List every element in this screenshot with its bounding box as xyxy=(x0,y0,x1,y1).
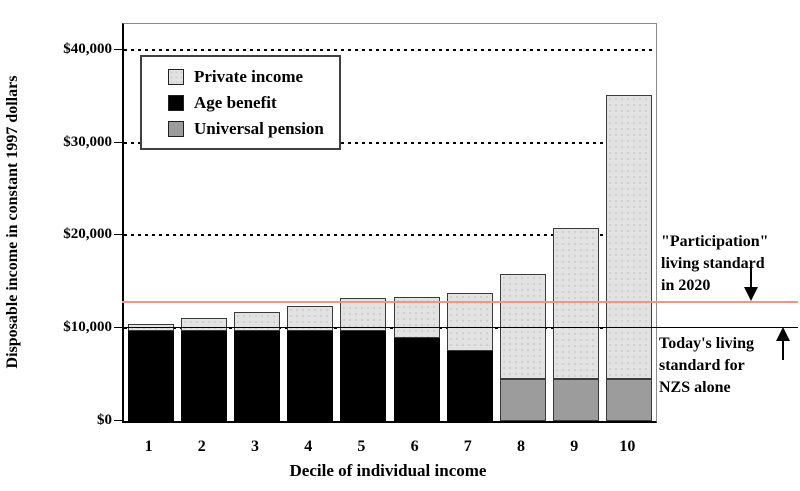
y-axis-title: Disposable income in constant 1997 dolla… xyxy=(4,75,21,369)
age-benefit-bar-segment xyxy=(287,331,334,421)
today-annotation: Today's living standard for NZS alone xyxy=(659,333,754,399)
x-axis-tick-label: 4 xyxy=(304,438,313,455)
legend-label: Age benefit xyxy=(194,93,277,112)
age-benefit-bar-segment xyxy=(180,331,227,421)
private-income-bar-segment xyxy=(500,273,546,380)
universal-pension-bar-segment xyxy=(606,379,653,421)
participation-2020-line xyxy=(122,301,798,304)
y-axis-tick-label: $30,000 xyxy=(63,133,112,150)
legend-item-private-income: Private income xyxy=(168,64,331,90)
annotation-line: "Participation" xyxy=(661,233,769,250)
annotation-line: standard for xyxy=(659,357,745,374)
legend-label: Universal pension xyxy=(194,119,324,138)
universal-pension-bar-segment xyxy=(553,379,600,421)
x-axis-tick-label: 5 xyxy=(357,438,366,455)
universal-pension-swatch-icon xyxy=(168,121,184,137)
x-axis-tick-label: 7 xyxy=(463,438,472,455)
y-axis-tick xyxy=(114,141,122,143)
universal-pension-bar-segment xyxy=(500,379,546,421)
x-axis-tick-label: 3 xyxy=(251,438,259,455)
x-axis-tick-label: 9 xyxy=(570,438,579,455)
age-benefit-swatch-icon xyxy=(168,95,184,111)
gridline xyxy=(124,234,656,237)
legend-box: Private income Age benefit Universal pen… xyxy=(140,55,341,150)
private-income-bar-segment xyxy=(340,297,387,332)
x-axis-tick-label: 2 xyxy=(197,438,206,455)
legend-label: Private income xyxy=(194,67,304,86)
private-income-bar-segment xyxy=(553,228,600,380)
gridline xyxy=(124,141,656,144)
annotation-line: in 2020 xyxy=(661,277,711,294)
x-axis-tick-label: 1 xyxy=(144,438,153,455)
age-benefit-bar-segment xyxy=(446,351,493,421)
y-axis-tick-label: $20,000 xyxy=(63,226,112,243)
age-benefit-bar-segment xyxy=(340,331,387,421)
down-arrow-icon xyxy=(744,266,758,301)
x-axis-tick-label: 10 xyxy=(619,438,636,455)
annotation-line: living standard xyxy=(661,255,765,272)
private-income-bar-segment xyxy=(180,318,227,332)
y-axis-tick xyxy=(114,48,122,50)
y-axis-tick xyxy=(114,234,122,236)
y-axis-tick-label: $40,000 xyxy=(63,40,112,57)
legend-item-age-benefit: Age benefit xyxy=(168,90,331,116)
x-axis-tick-label: 6 xyxy=(410,438,419,455)
age-benefit-bar-segment xyxy=(127,331,174,421)
annotation-line: NZS alone xyxy=(659,379,731,396)
y-axis-tick xyxy=(114,420,122,421)
private-income-bar-segment xyxy=(234,311,280,332)
up-arrow-icon xyxy=(776,327,790,360)
gridline xyxy=(124,48,656,51)
legend-item-universal-pension: Universal pension xyxy=(168,116,331,142)
private-income-swatch-icon xyxy=(168,69,184,85)
private-income-bar-segment xyxy=(606,95,653,380)
private-income-bar-segment xyxy=(287,306,334,332)
y-axis-tick xyxy=(114,327,122,329)
private-income-bar-segment xyxy=(393,296,440,339)
y-axis-tick-label: $10,000 xyxy=(63,319,112,336)
today-nzs-line xyxy=(122,327,798,329)
age-benefit-bar-segment xyxy=(393,338,440,421)
gridline xyxy=(124,327,656,330)
participation-annotation: "Participation" living standard in 2020 xyxy=(661,231,769,297)
age-benefit-bar-segment xyxy=(234,331,280,421)
annotation-line: Today's living xyxy=(659,335,755,352)
y-axis-tick-label: $0 xyxy=(97,412,112,428)
x-axis-title: Decile of individual income xyxy=(289,461,487,480)
x-axis-tick-label: 8 xyxy=(517,438,525,455)
